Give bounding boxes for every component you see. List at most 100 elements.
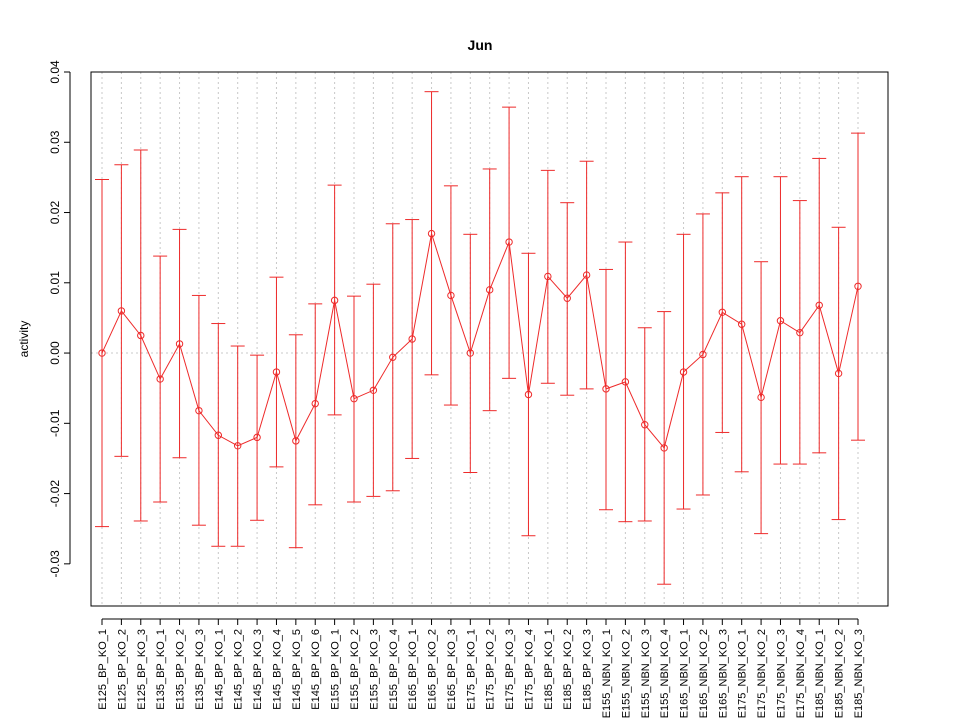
chart-title: Jun: [468, 37, 493, 53]
data-point: [796, 328, 804, 337]
error-bar: [734, 176, 749, 473]
data-point: [272, 368, 281, 376]
x-tick-label: E165_BP_KO_3: [446, 629, 458, 710]
error-bar: [288, 334, 303, 549]
plot-frame: [90, 71, 889, 607]
error-bar: [269, 276, 284, 468]
x-tick-label: E145_BP_KO_1: [213, 629, 225, 710]
x-tick-label: E155_BP_KO_3: [368, 629, 380, 710]
error-bar: [560, 202, 575, 396]
data-point: [660, 444, 668, 452]
x-tick-label: E135_BP_KO_2: [175, 629, 187, 710]
error-bar: [695, 213, 710, 496]
x-tick-label: E185_NBN_KO_3: [853, 629, 865, 718]
x-tick-label: E175_NBN_KO_1: [737, 629, 749, 718]
error-bar: [230, 345, 245, 547]
data-point: [408, 335, 416, 343]
y-tick-label: 0.04: [48, 60, 62, 84]
error-bar: [618, 241, 633, 523]
data-point: [757, 393, 765, 402]
error-bar: [443, 185, 458, 406]
error-bar: [637, 327, 652, 522]
x-tick-label: E145_BP_KO_3: [252, 629, 264, 710]
x-tick-label: E165_BP_KO_2: [427, 629, 439, 710]
x-tick-label: E175_NBN_KO_3: [775, 629, 787, 718]
error-bar: [521, 252, 536, 537]
x-tick-label: E185_NBN_KO_2: [834, 629, 846, 718]
x-tick-label: E125_BP_KO_1: [97, 629, 109, 710]
data-point: [466, 349, 475, 357]
data-point: [175, 340, 184, 348]
error-bar: [211, 323, 226, 547]
data-point: [427, 229, 436, 238]
data-point: [137, 331, 145, 340]
y-tick-label: 0.03: [48, 130, 62, 154]
error-bar: [424, 91, 439, 376]
data-point: [214, 431, 223, 439]
x-tick-label: E185_BP_KO_3: [582, 629, 594, 710]
x-tick-label: E165_BP_KO_1: [407, 629, 419, 710]
error-bar: [502, 106, 517, 379]
error-bar: [327, 184, 342, 416]
x-tick-label: E165_NBN_KO_1: [679, 629, 691, 718]
y-tick-label: -0.01: [48, 409, 62, 437]
y-tick-label: -0.02: [48, 480, 62, 508]
x-tick-label: E155_BP_KO_4: [388, 629, 400, 710]
error-bar: [308, 303, 323, 506]
data-point: [582, 271, 591, 279]
y-tick-label: -0.03: [48, 550, 62, 578]
error-bar: [172, 228, 187, 459]
error-bar: [676, 233, 691, 510]
x-tick-label: E175_NBN_KO_4: [795, 629, 807, 718]
data-point: [350, 395, 358, 403]
data-point: [447, 291, 455, 300]
error-bar: [540, 169, 555, 384]
error-bar: [851, 132, 865, 441]
error-bar: [133, 149, 148, 522]
data-point: [524, 390, 533, 399]
error-bar: [347, 295, 361, 503]
error-bar: [191, 294, 206, 526]
data-point: [834, 369, 843, 378]
error-bar: [250, 354, 265, 521]
x-tick-label: E165_NBN_KO_2: [698, 629, 710, 718]
error-bar: [114, 164, 129, 457]
error-bar: [657, 311, 672, 585]
error-bar: [463, 233, 478, 473]
x-tick-label: E145_BP_KO_4: [271, 629, 283, 710]
x-tick-label: E155_NBN_KO_4: [659, 629, 671, 718]
x-tick-label: E145_BP_KO_6: [310, 629, 322, 710]
error-bar: [812, 157, 827, 454]
x-tick-label: E125_BP_KO_3: [136, 629, 148, 710]
error-bar: [754, 261, 769, 535]
error-bar: [405, 219, 420, 459]
x-tick-label: E175_BP_KO_4: [523, 629, 535, 710]
y-axis-label: activity: [17, 321, 31, 358]
data-point: [292, 437, 300, 445]
x-tick-label: E145_BP_KO_2: [233, 629, 245, 710]
data-point: [641, 421, 649, 429]
series-line: [101, 233, 859, 449]
data-point: [737, 320, 746, 328]
x-tick-label: E155_BP_KO_2: [349, 629, 361, 710]
y-tick-label: 0.02: [48, 201, 62, 225]
data-points: [98, 229, 862, 452]
y-tick-label: 0.01: [48, 271, 62, 295]
data-point: [253, 433, 261, 442]
error-bar: [773, 176, 788, 465]
x-tick-label: E185_BP_KO_1: [543, 629, 555, 710]
x-tick-label: E165_NBN_KO_3: [717, 629, 729, 718]
data-point: [485, 286, 494, 294]
x-tick-label: E175_BP_KO_2: [485, 629, 497, 710]
data-point: [505, 238, 513, 246]
error-bar: [385, 223, 400, 492]
data-point: [699, 350, 707, 359]
x-tick-label: E155_BP_KO_1: [330, 629, 342, 710]
data-point: [544, 272, 552, 281]
x-tick-label: E175_BP_KO_1: [465, 629, 477, 710]
x-tick-label: E185_BP_KO_2: [562, 629, 574, 710]
error-bar: [366, 283, 381, 497]
x-tick-label: E125_BP_KO_2: [116, 629, 128, 710]
y-tick-label: 0.00: [48, 341, 62, 365]
